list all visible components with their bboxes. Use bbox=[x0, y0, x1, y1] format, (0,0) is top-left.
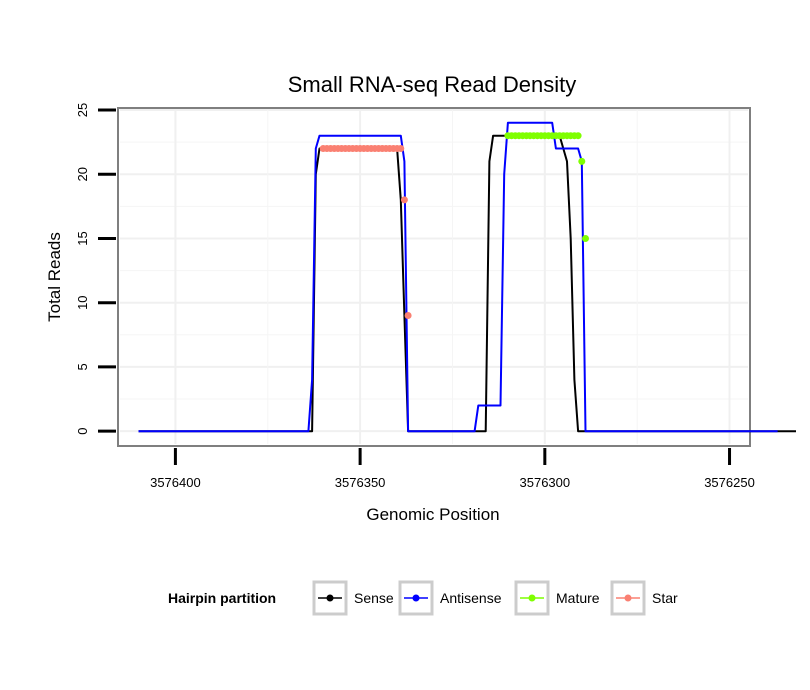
x-tick-label: 3576300 bbox=[520, 475, 571, 490]
x-tick-label: 3576250 bbox=[704, 475, 755, 490]
series-layer bbox=[138, 121, 796, 433]
legend-item-sense: Sense bbox=[312, 580, 394, 616]
data-point-mature bbox=[582, 235, 589, 242]
legend-label: Star bbox=[652, 590, 678, 606]
legend-key-point bbox=[412, 594, 420, 602]
grid bbox=[120, 109, 748, 444]
y-tick-label: 5 bbox=[75, 363, 90, 370]
y-tick-label: 25 bbox=[75, 103, 90, 117]
legend-item-antisense: Antisense bbox=[398, 580, 502, 616]
legend-title: Hairpin partition bbox=[168, 590, 276, 606]
data-point-star bbox=[404, 312, 412, 319]
x-tick-label: 3576350 bbox=[335, 475, 386, 490]
legend: Hairpin partition Sense Antisense Mature St… bbox=[168, 580, 678, 616]
y-axis-title: Total Reads bbox=[45, 232, 64, 322]
series-line-sense bbox=[138, 134, 796, 433]
legend-key-point bbox=[326, 594, 334, 602]
legend-key-point bbox=[528, 594, 536, 602]
legend-label: Antisense bbox=[440, 590, 502, 606]
legend-item-mature: Mature bbox=[514, 580, 600, 616]
axes: 0 5 10 15 20 25 3576400 3576350 3576300 3576250 bbox=[75, 103, 755, 490]
legend-item-star: Star bbox=[610, 580, 678, 616]
chart-title: Small RNA-seq Read Density bbox=[288, 72, 577, 97]
data-point-mature bbox=[578, 157, 586, 165]
x-axis-title: Genomic Position bbox=[366, 505, 499, 524]
x-tick-label: 3576400 bbox=[150, 475, 201, 490]
y-tick-label: 10 bbox=[75, 295, 90, 309]
legend-label: Sense bbox=[354, 590, 394, 606]
data-point-mature bbox=[574, 132, 582, 140]
data-point-star bbox=[397, 145, 405, 152]
legend-label: Mature bbox=[556, 590, 600, 606]
y-tick-label: 20 bbox=[75, 167, 90, 181]
y-tick-label: 15 bbox=[75, 231, 90, 245]
data-point-star bbox=[400, 196, 408, 204]
series-line-antisense bbox=[138, 121, 778, 433]
plot-panel-border bbox=[117, 107, 751, 447]
legend-key-point bbox=[624, 594, 632, 602]
y-tick-label: 0 bbox=[75, 428, 90, 435]
